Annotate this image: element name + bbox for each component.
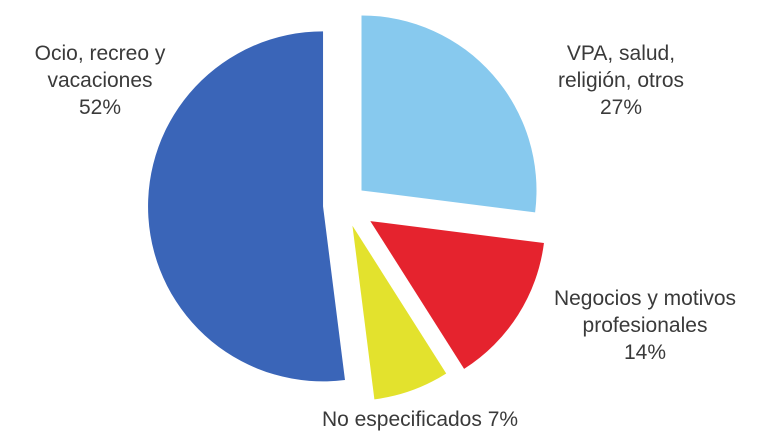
slice-value-ocio: 52% [78,96,122,119]
slice-value-negocios: 14% [623,341,667,364]
slice-negocios [370,221,544,369]
slice-label-ocio-line-1: Ocio, recreo y [34,42,166,65]
slice-label-negocios-line-1: Negocios y motivos [553,287,737,310]
slice-label-negocios-line-2: profesionales [582,314,708,337]
slice-label-no-especificados-line-1: No especificados 7% [321,408,519,431]
slice-value-vpa: 27% [599,96,643,119]
slice-label-negocios: Negocios y motivos profesionales 14% [530,285,760,366]
slice-no-especificados [352,225,447,400]
slice-label-vpa-line-1: VPA, salud, [566,42,676,65]
slice-ocio [148,31,345,382]
slice-vpa [361,15,537,213]
slice-label-vpa-line-2: religión, otros [557,69,685,92]
slice-label-no-especificados: No especificados 7% [290,406,550,433]
slice-label-ocio-line-2: vacaciones [47,69,153,92]
slice-label-vpa: VPA, salud, religión, otros 27% [526,40,716,121]
slice-label-ocio: Ocio, recreo y vacaciones 52% [10,40,190,121]
